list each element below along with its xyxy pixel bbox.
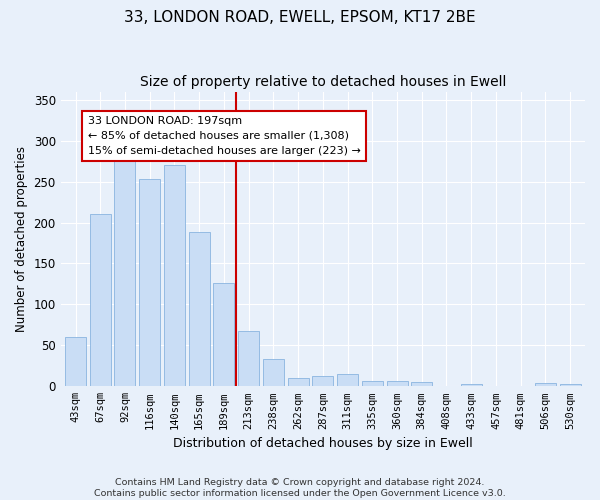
- Bar: [90, 214, 111, 386]
- Bar: [65, 337, 86, 386]
- Text: 33, LONDON ROAD, EWELL, EPSOM, KT17 2BE: 33, LONDON ROAD, EWELL, EPSOM, KT17 2BE: [124, 10, 476, 25]
- Text: Contains HM Land Registry data © Crown copyright and database right 2024.
Contai: Contains HM Land Registry data © Crown c…: [94, 478, 506, 498]
- Bar: [313, 376, 334, 386]
- Bar: [535, 383, 556, 386]
- Bar: [139, 179, 160, 386]
- Bar: [115, 154, 136, 386]
- Bar: [337, 374, 358, 386]
- Bar: [560, 384, 581, 386]
- X-axis label: Distribution of detached houses by size in Ewell: Distribution of detached houses by size …: [173, 437, 473, 450]
- Text: 33 LONDON ROAD: 197sqm
← 85% of detached houses are smaller (1,308)
15% of semi-: 33 LONDON ROAD: 197sqm ← 85% of detached…: [88, 116, 361, 156]
- Bar: [238, 330, 259, 386]
- Bar: [386, 382, 407, 386]
- Bar: [411, 382, 432, 386]
- Bar: [287, 378, 308, 386]
- Bar: [461, 384, 482, 386]
- Y-axis label: Number of detached properties: Number of detached properties: [15, 146, 28, 332]
- Bar: [164, 165, 185, 386]
- Bar: [188, 232, 209, 386]
- Bar: [362, 380, 383, 386]
- Title: Size of property relative to detached houses in Ewell: Size of property relative to detached ho…: [140, 75, 506, 89]
- Bar: [263, 360, 284, 386]
- Bar: [214, 283, 235, 387]
